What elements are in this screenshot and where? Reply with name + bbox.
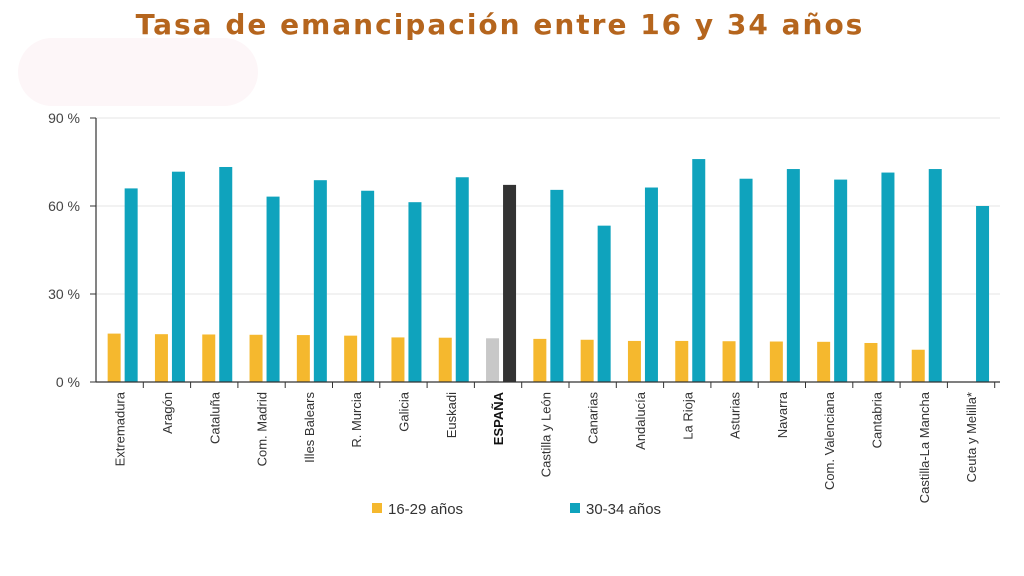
bar-16-29 (533, 338, 547, 382)
category-label: Cataluña (207, 391, 222, 444)
category-label: Castilla y León (538, 392, 553, 477)
bar-30-34 (124, 188, 138, 382)
category-label: Euskadi (444, 392, 459, 438)
bar-30-34 (976, 206, 990, 382)
y-tick-label: 30 % (48, 286, 80, 302)
chart-title: Tasa de emancipación entre 16 y 34 años (135, 8, 865, 41)
legend-label: 30-34 años (586, 501, 661, 518)
bar-30-34 (550, 189, 564, 382)
bar-16-29 (391, 337, 405, 382)
bar-30-34 (219, 166, 233, 382)
bar-16-29 (344, 335, 358, 382)
grid-lines (96, 117, 1000, 295)
bar-30-34 (455, 177, 469, 382)
bar-30-34 (361, 190, 375, 382)
bar-16-29 (154, 334, 168, 382)
bar-16-29 (580, 339, 594, 382)
bar-30-34 (313, 180, 327, 382)
bar-16-29 (769, 341, 783, 382)
x-axis-labels: Extremadura Aragón Cataluña Com. Madrid Ille… (113, 391, 979, 503)
legend-swatch (372, 503, 382, 513)
bars (107, 159, 990, 382)
bar-30-34 (834, 179, 848, 382)
bar-30-34 (408, 202, 422, 382)
bar-30-34 (786, 169, 800, 382)
y-tick-label: 60 % (48, 198, 80, 214)
category-label: Galicia (396, 391, 411, 432)
category-label: Canarias (586, 392, 601, 445)
bar-16-29 (722, 341, 736, 382)
category-label: Cantabria (869, 391, 884, 448)
bar-16-29 (675, 340, 689, 382)
category-label: La Rioja (680, 391, 695, 439)
bar-30-34 (692, 159, 706, 382)
bar-30-34 (644, 187, 658, 382)
bar-16-29 (911, 349, 925, 382)
category-label: R. Murcia (349, 391, 364, 447)
bar-30-34 (928, 169, 942, 382)
bar-16-29 (249, 334, 263, 382)
category-label: ESPAÑA (491, 391, 506, 445)
bar-30-34 (739, 178, 753, 382)
bar-30-34 (503, 184, 517, 382)
legend: 16-29 años 30-34 años (372, 501, 661, 518)
bar-30-34 (881, 172, 895, 382)
y-tick-label: 90 % (48, 110, 80, 126)
bar-30-34 (597, 225, 611, 382)
bar-16-29 (817, 341, 831, 382)
y-tick-label: 0 % (56, 374, 80, 390)
category-label: Extremadura (113, 391, 128, 466)
category-label: Asturias (728, 392, 743, 439)
bar-16-29 (864, 342, 878, 382)
category-label: Ceuta y Melilla* (964, 392, 979, 482)
category-label: Com. Valenciana (822, 391, 837, 490)
y-axis-ticks: 0 % 30 % 60 % 90 % (48, 110, 96, 390)
category-label: Illes Balears (302, 392, 317, 463)
bar-16-29 (296, 335, 310, 382)
category-label: Castilla-La Mancha (917, 391, 932, 503)
category-label: Andalucía (633, 391, 648, 450)
bar-16-29 (107, 333, 121, 382)
bar-16-29 (438, 337, 452, 382)
bar-16-29 (202, 334, 216, 382)
category-label: Com. Madrid (255, 392, 270, 466)
bar-16-29 (627, 340, 641, 382)
bar-30-34 (266, 196, 280, 382)
legend-swatch (570, 503, 580, 513)
legend-label: 16-29 años (388, 501, 463, 518)
axes (95, 118, 1000, 388)
bar-30-34 (171, 171, 185, 382)
category-label: Aragón (160, 392, 175, 434)
decorative-blob (18, 38, 258, 106)
bar-16-29 (486, 338, 500, 382)
category-label: Navarra (775, 391, 790, 438)
